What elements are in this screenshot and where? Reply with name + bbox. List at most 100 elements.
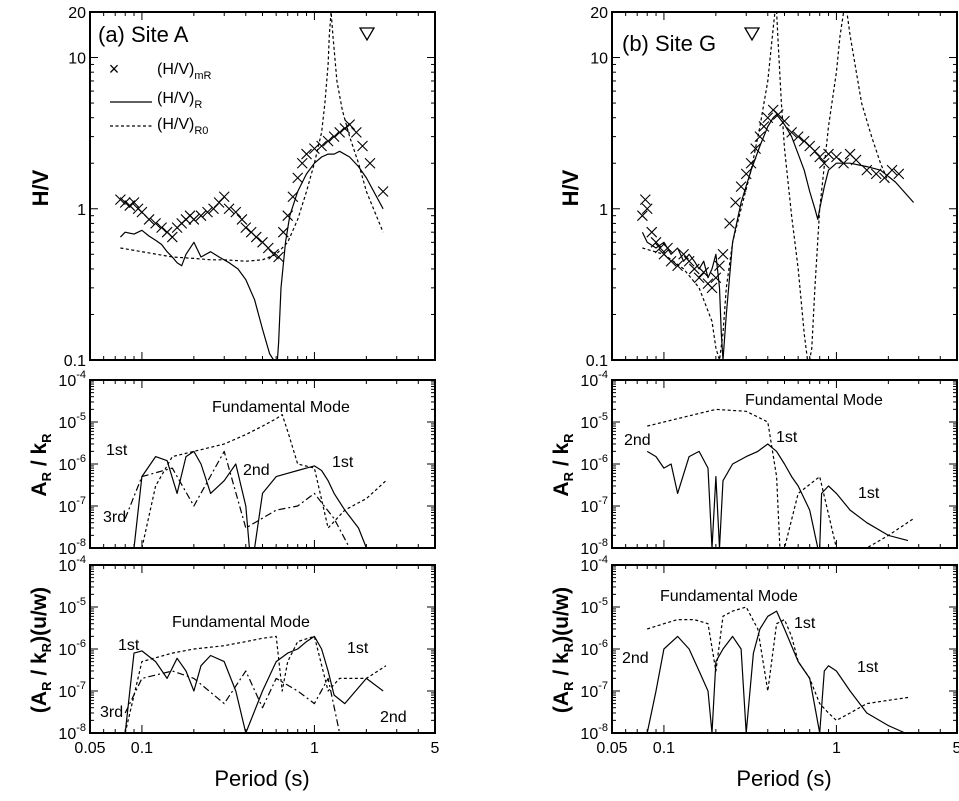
y-tick-label: 10-5 — [580, 411, 608, 432]
data-point-x-marker — [815, 152, 825, 162]
panel-g-hv-title: (b) Site G — [622, 31, 716, 56]
y-tick-label: 10-4 — [580, 554, 608, 575]
data-point-x-marker — [715, 261, 725, 271]
anno-3rd: 3rd — [100, 704, 123, 721]
data-point-x-marker — [358, 141, 368, 151]
anno-1st: 1st — [332, 454, 354, 471]
anno-1st: 1st — [858, 485, 880, 502]
legend-marker-x: × — [109, 59, 120, 79]
data-point-x-marker — [263, 243, 273, 253]
data-point-x-marker — [731, 198, 741, 208]
data-point-x-marker — [351, 127, 361, 137]
anno-fundamental-mode: Fundamental Mode — [660, 588, 798, 605]
data-point-x-marker — [378, 187, 388, 197]
data-point-x-marker — [689, 264, 699, 274]
anno-2nd: 2nd — [622, 650, 649, 667]
series-line-dash-dot — [125, 671, 339, 733]
data-point-x-marker — [129, 198, 139, 208]
panel-g-xlabel: Period (s) — [736, 766, 831, 791]
y-tick-label: 10-7 — [58, 680, 86, 701]
data-point-x-marker — [718, 249, 728, 259]
data-point-x-marker — [647, 227, 657, 237]
panel-a-xlabel: Period (s) — [214, 766, 309, 791]
panel-g-ar: AR / kR 10-810-710-610-510-4 Fundamental… — [550, 369, 957, 558]
data-point-x-marker — [151, 218, 161, 228]
data-point-x-marker — [810, 146, 820, 156]
series-line-solid — [125, 636, 383, 733]
x-tick-label: 1 — [310, 740, 319, 757]
anno-1st: 1st — [347, 640, 369, 657]
data-point-x-marker — [293, 173, 303, 183]
series-line-dash-dot — [125, 451, 349, 548]
y-tick-label: 10-7 — [58, 495, 86, 516]
data-point-x-marker — [640, 195, 650, 205]
panel-a-hv-ylabel: H/V — [28, 169, 53, 206]
panel-g-hv-frame — [612, 12, 957, 360]
y-tick-label: 10-5 — [58, 596, 86, 617]
anno-2nd: 2nd — [380, 709, 407, 726]
legend-label-hv-r0: (H/V)R0 — [157, 116, 208, 137]
panel-g-ar-uw-ylabel: (AR / kR)(u/w) — [550, 587, 576, 713]
y-tick-label: 10-7 — [580, 495, 608, 516]
anno-2nd: 2nd — [624, 432, 651, 449]
anno-fundamental-mode: Fundamental Mode — [212, 399, 350, 416]
x-tick-label: 0.05 — [74, 740, 105, 757]
y-tick-label: 10-6 — [580, 638, 608, 659]
x-tick-label: 1 — [832, 740, 841, 757]
data-point-x-marker — [831, 152, 841, 162]
anno-fundamental-mode: Fundamental Mode — [172, 614, 310, 631]
anno-3rd: 3rd — [103, 509, 126, 526]
anno-2nd: 2nd — [243, 462, 270, 479]
data-point-x-marker — [144, 214, 154, 224]
panel-a-peak-marker — [360, 28, 374, 40]
series-line-dashed — [142, 415, 386, 548]
data-point-x-marker — [725, 218, 735, 228]
panel-g-hv-axis-ticks: 0.111020 — [586, 5, 957, 370]
y-tick-label: 10-4 — [580, 369, 608, 390]
y-tick-label: 1 — [599, 202, 608, 219]
data-point-x-marker — [297, 158, 307, 168]
data-point-x-marker — [335, 127, 345, 137]
panel-a-hv: H/V 0.1 1 10 20 (a) Site A × (H/V)mR (H/V)R… — [28, 5, 435, 370]
data-point-x-marker — [219, 192, 229, 202]
x-tick-label: 5 — [953, 740, 959, 757]
panel-a-ar-series — [125, 415, 386, 548]
panel-g-peak-marker — [745, 28, 759, 40]
y-tick-label: 10 — [68, 51, 86, 68]
x-tick-label: 5 — [431, 740, 440, 757]
data-point-x-marker — [241, 223, 251, 233]
data-point-x-marker — [167, 232, 177, 242]
data-point-x-marker — [637, 211, 647, 221]
x-tick-label: 0.1 — [653, 740, 675, 757]
data-point-x-marker — [302, 149, 312, 159]
data-point-x-marker — [694, 273, 704, 283]
panel-g-ar-uw: (AR / kR)(u/w) 10-8 10-7 10-6 10-5 10-4 0.05 0… — [550, 554, 959, 791]
anno-1st: 1st — [776, 429, 798, 446]
y-tick-label: 10-7 — [580, 680, 608, 701]
panel-a-ar: AR / kR 10-8 10-7 10-6 10-5 10-4 Fundamental… — [28, 369, 435, 558]
data-point-x-marker — [251, 232, 261, 242]
panel-a-ar-ylabel: AR / kR — [28, 433, 54, 497]
panel-g-hv-ylabel: H/V — [558, 169, 583, 206]
data-point-x-marker — [329, 132, 339, 142]
anno-1st: 1st — [118, 637, 140, 654]
panel-g-hv-series — [637, 12, 913, 360]
y-tick-label: 10-5 — [58, 411, 86, 432]
series-line-solid — [120, 151, 383, 360]
legend-label-hv-mr: (H/V)mR — [157, 61, 211, 82]
y-tick-label: 10-6 — [58, 453, 86, 474]
data-point-x-marker — [157, 223, 167, 233]
data-point-x-marker — [237, 214, 247, 224]
y-tick-label: 10-5 — [580, 596, 608, 617]
x-tick-label: 0.05 — [596, 740, 627, 757]
y-tick-label: 10-4 — [58, 554, 86, 575]
data-point-x-marker — [323, 136, 333, 146]
y-tick-label: 10 — [590, 51, 608, 68]
data-point-x-marker — [365, 158, 375, 168]
data-point-x-marker — [309, 144, 319, 154]
x-tick-label: 0.1 — [131, 740, 153, 757]
series-line-solid — [642, 115, 913, 361]
data-point-x-marker — [340, 123, 350, 133]
y-tick-label: 1 — [77, 202, 86, 219]
